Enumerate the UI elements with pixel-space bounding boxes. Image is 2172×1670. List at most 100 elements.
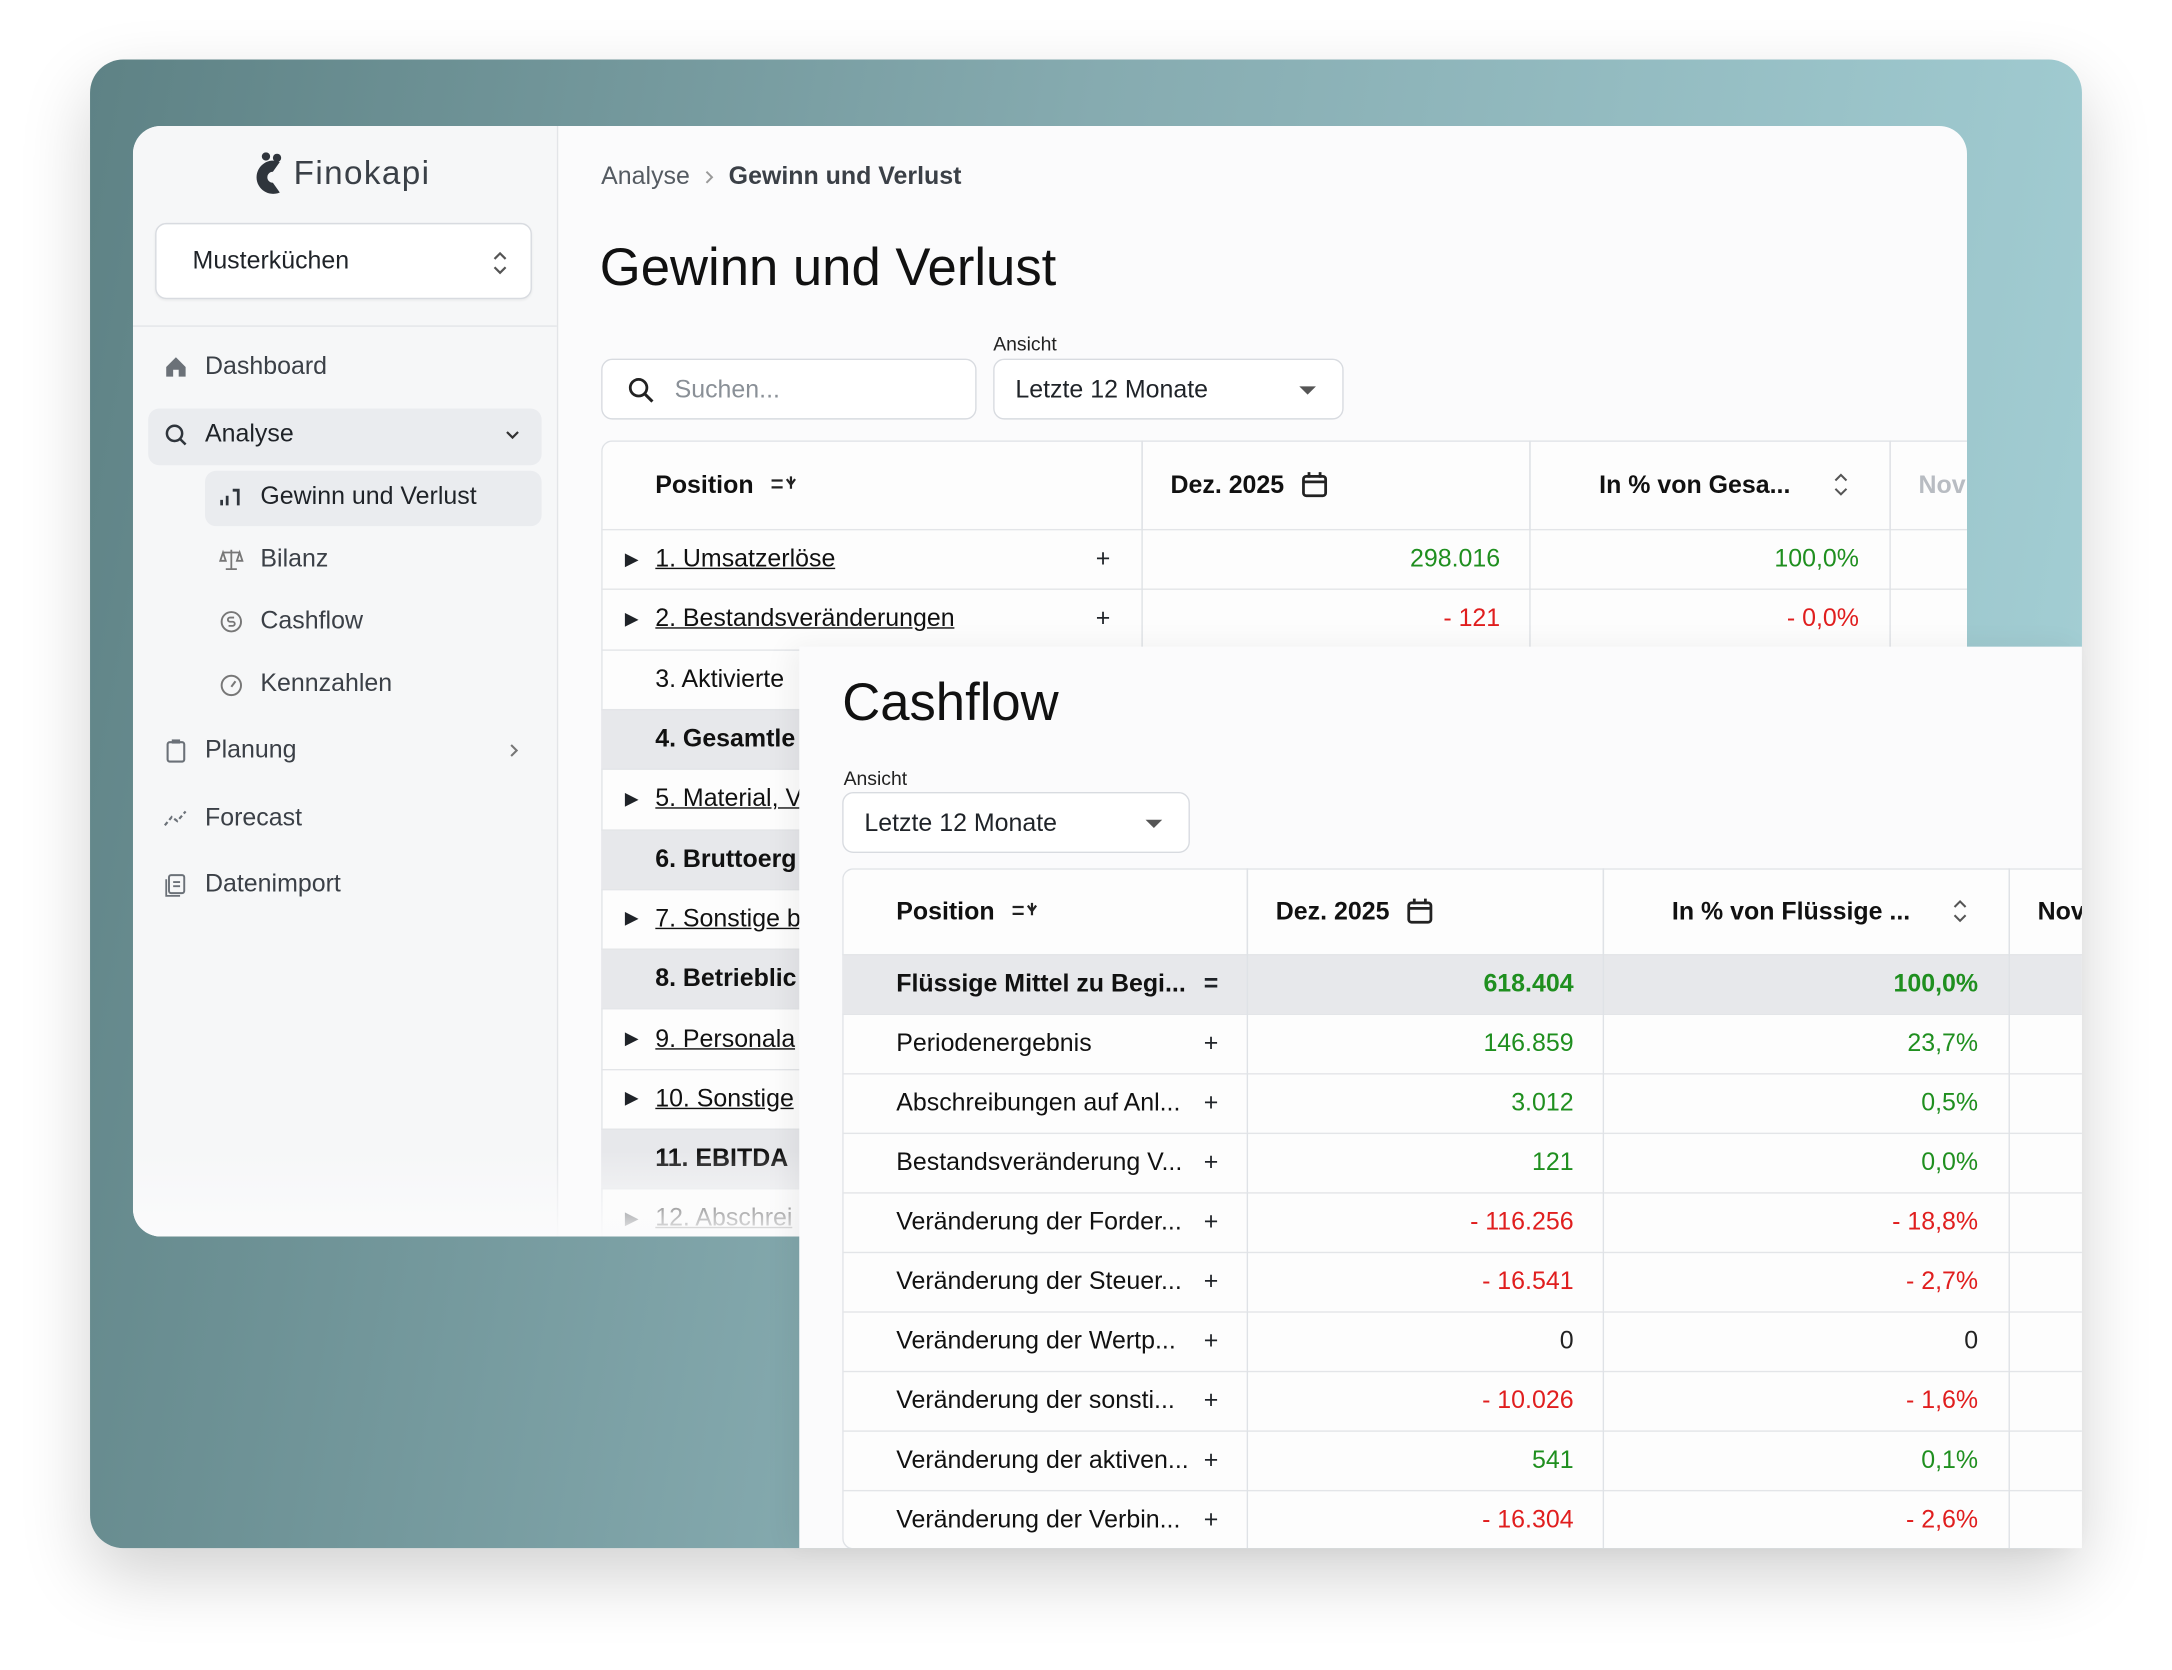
cell-divider — [2008, 1311, 2010, 1371]
pct-cell: - 18,8% — [1892, 1207, 1979, 1236]
nav-datenimport[interactable]: Datenimport — [163, 870, 341, 899]
expand-arrow[interactable]: ▶ — [624, 1027, 639, 1049]
divider — [132, 325, 557, 327]
column-header[interactable]: Position — [601, 440, 1141, 529]
row — [842, 954, 2082, 1014]
cell-divider — [2008, 1370, 2010, 1431]
row — [842, 1073, 2082, 1133]
nav-analyse[interactable]: Analyse — [163, 420, 294, 449]
header-text: Dez. 2025 — [1170, 470, 1285, 498]
cell-divider — [1529, 588, 1531, 649]
nav-sub[interactable]: Kennzahlen — [219, 669, 392, 698]
position-name: Veränderung der Verbin... — [896, 1505, 1181, 1533]
position-name: Periodenergebnis — [896, 1028, 1092, 1057]
cashflow-panel: Cashflow Ansicht Letzte 12 Monate Positi… — [799, 646, 2082, 1549]
value-cell: - 116.256 — [1470, 1207, 1574, 1236]
nav-label: Planung — [205, 735, 297, 763]
cell-divider — [2008, 1013, 2010, 1074]
column-header[interactable]: In % von Flüssige ... — [1602, 868, 2009, 955]
row-sign: + — [1203, 1088, 1219, 1117]
cell-divider — [1246, 1489, 1249, 1549]
pct-cell: - 1,6% — [1905, 1386, 1979, 1414]
value-cell: 618.404 — [1483, 969, 1574, 997]
nav-label: Dashboard — [205, 351, 327, 380]
expand-arrow[interactable]: ▶ — [624, 607, 639, 629]
view-select[interactable]: Letzte 12 Monate — [842, 792, 1190, 853]
value-cell: 541 — [1531, 1445, 1574, 1474]
position-name[interactable]: 2. Bestandsveränderungen — [655, 604, 955, 633]
view-select[interactable]: Letzte 12 Monate — [993, 358, 1344, 420]
cell-divider — [1889, 588, 1891, 649]
cell-divider — [1246, 954, 1249, 1014]
cell-divider — [2008, 1132, 2010, 1193]
row — [842, 1132, 2082, 1193]
cell-divider — [1602, 1013, 1605, 1074]
row — [842, 1489, 2082, 1548]
position-name: Bestandsveränderung V... — [896, 1147, 1183, 1176]
row-sign: + — [1203, 1326, 1219, 1355]
cell-divider — [2008, 1192, 2010, 1252]
nav-planung[interactable]: Planung — [163, 735, 297, 764]
cell-divider — [2008, 954, 2010, 1014]
pct-cell: 0,0% — [1921, 1147, 1979, 1176]
view-value: Letzte 12 Monate — [864, 807, 1058, 836]
search[interactable]: Suchen... — [601, 358, 977, 420]
nav-active-bg — [148, 408, 542, 466]
page-title: Gewinn und Verlust — [599, 239, 1057, 298]
pct-cell: 23,7% — [1907, 1028, 1979, 1057]
column-header[interactable]: In % von Gesa... — [1529, 440, 1889, 529]
value-cell: - 10.026 — [1482, 1386, 1574, 1414]
row — [601, 588, 1967, 649]
nav-sub[interactable]: Bilanz — [218, 544, 328, 573]
position-name: Flüssige Mittel zu Begi... — [896, 969, 1186, 997]
company-select[interactable]: Musterküchen — [155, 222, 532, 300]
position-name[interactable]: 9. Personala — [655, 1024, 796, 1052]
nav-sub[interactable]: Cashflow — [219, 606, 363, 635]
nav-dashboard[interactable]: Dashboard — [163, 352, 327, 381]
row — [842, 1370, 2082, 1431]
row-sign: + — [1095, 544, 1111, 573]
position-name[interactable]: 10. Sonstige — [655, 1083, 794, 1112]
header-text: Nov — [2037, 896, 2082, 925]
logo-icon — [256, 152, 282, 194]
expand-arrow[interactable]: ▶ — [624, 1087, 639, 1109]
cell-divider — [2008, 1489, 2010, 1549]
position-name[interactable]: 1. Umsatzerlöse — [655, 544, 836, 573]
column-header[interactable]: Nov — [1889, 440, 1967, 529]
crumb[interactable]: Analyse — [601, 162, 690, 190]
nav-sub[interactable]: Gewinn und Verlust — [219, 482, 477, 511]
cell-divider — [1602, 1073, 1605, 1133]
column-header[interactable]: Dez. 2025 — [1141, 440, 1529, 529]
header-text: In % von Flüssige ... — [1671, 896, 1911, 925]
cell-divider — [1246, 1251, 1249, 1312]
value-cell: 3.012 — [1511, 1088, 1574, 1117]
position-name: 4. Gesamtle — [655, 724, 796, 752]
pct-cell: - 0,0% — [1786, 604, 1859, 633]
header-text: In % von Gesa... — [1599, 470, 1791, 498]
position-name: 8. Betrieblic — [655, 964, 797, 992]
value-cell: 121 — [1531, 1147, 1574, 1176]
row-sign: + — [1095, 604, 1111, 633]
position-name[interactable]: 5. Material, V — [655, 784, 803, 812]
column-header[interactable]: Nov — [2008, 868, 2082, 955]
row — [842, 1013, 2082, 1074]
pct-cell: 0,1% — [1921, 1445, 1979, 1474]
column-header[interactable]: Position — [842, 868, 1246, 954]
position-name[interactable]: 7. Sonstige b — [655, 904, 801, 932]
position-name: 6. Bruttoerg — [655, 844, 797, 872]
brand: Finokapi — [293, 155, 431, 193]
header-divider — [1529, 440, 1531, 529]
logo: Finokapi — [249, 151, 430, 198]
expand-arrow[interactable]: ▶ — [624, 547, 639, 569]
expand-arrow[interactable]: ▶ — [624, 787, 639, 809]
cell-divider — [1602, 1430, 1605, 1490]
cell-divider — [2008, 1251, 2010, 1312]
column-header[interactable]: Dez. 2025 — [1246, 868, 1603, 955]
cell-divider — [1602, 1489, 1605, 1549]
header-text: Nov — [1918, 470, 1966, 498]
header-text: Dez. 2025 — [1275, 896, 1390, 925]
nav-forecast[interactable]: Forecast — [163, 803, 302, 832]
expand-arrow[interactable]: ▶ — [624, 907, 639, 929]
header-text: Position — [655, 470, 754, 498]
